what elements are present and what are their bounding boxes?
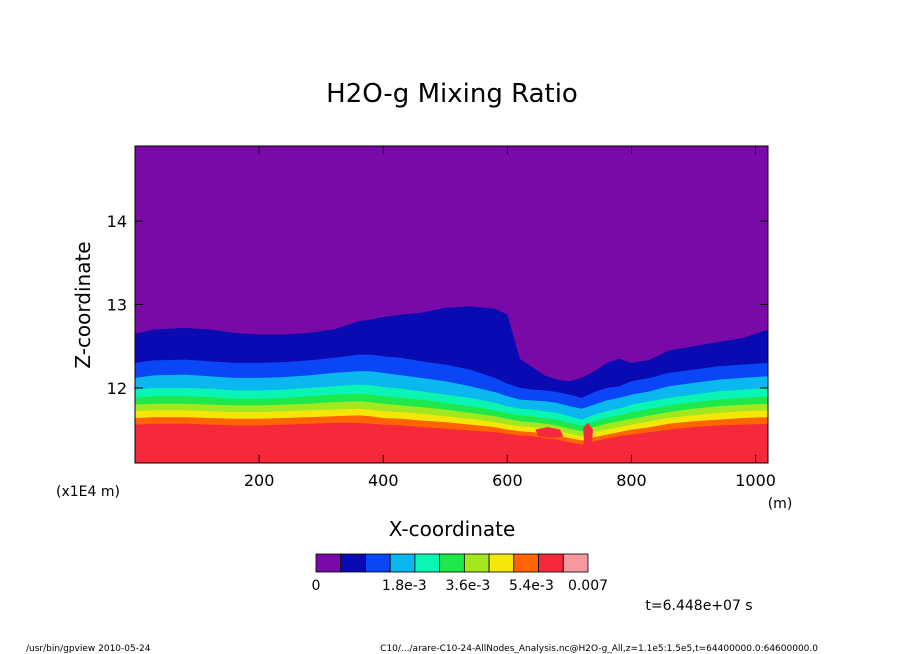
x-ticks: 200 400 600 800 1000	[244, 146, 776, 490]
colorbar-swatch	[538, 553, 564, 573]
x-tick-label: 600	[492, 471, 523, 490]
x-tick-label: 800	[616, 471, 647, 490]
x-tick-label: 200	[244, 471, 275, 490]
x-axis-unit: (m)	[768, 496, 793, 512]
y-axis-unit: (x1E4 m)	[56, 484, 120, 500]
colorbar-swatch	[340, 553, 366, 573]
chart-title: H2O-g Mixing Ratio	[326, 79, 578, 109]
colorbar-swatch	[562, 553, 589, 573]
contour-red-patch-1	[583, 423, 593, 445]
x-tick-label: 400	[368, 471, 399, 490]
contour-fills	[135, 146, 768, 463]
colorbar-label: 3.6e-3	[445, 578, 490, 594]
x-tick-label: 1000	[735, 471, 776, 490]
y-tick-label: 13	[107, 296, 127, 315]
colorbar-label: 1.8e-3	[382, 578, 427, 594]
colorbar-swatch	[488, 553, 515, 573]
plot-area: 200 400 600 800 1000 12 13 14	[107, 145, 776, 490]
y-ticks: 12 13 14	[107, 212, 768, 398]
colorbar-swatch	[315, 553, 342, 573]
colorbar-label: 0.007	[568, 578, 608, 594]
colorbar-label: 5.4e-3	[509, 578, 554, 594]
y-tick-label: 14	[107, 212, 127, 231]
y-axis-label: Z-coordinate	[71, 241, 95, 368]
colorbar-swatch	[414, 553, 441, 573]
colorbar-swatch	[439, 553, 465, 573]
contour-band-9	[135, 423, 768, 463]
colorbar-swatch	[389, 553, 416, 573]
colorbar-labels: 0 1.8e-3 3.6e-3 5.4e-3 0.007	[312, 578, 609, 594]
footer-right: C10/.../arare-C10-24-AllNodes_Analysis.n…	[380, 644, 818, 654]
colorbar-swatch	[365, 553, 391, 573]
footer-left: /usr/bin/gpview 2010-05-24	[26, 644, 151, 654]
x-axis-label: X-coordinate	[389, 517, 516, 541]
colorbar-swatch	[513, 553, 539, 573]
time-annotation: t=6.448e+07 s	[645, 598, 752, 614]
y-tick-label: 12	[107, 379, 127, 398]
colorbar-label: 0	[312, 578, 321, 594]
colorbar	[315, 553, 589, 573]
contour-red-patch-0	[535, 427, 564, 438]
colorbar-swatch	[463, 553, 490, 573]
